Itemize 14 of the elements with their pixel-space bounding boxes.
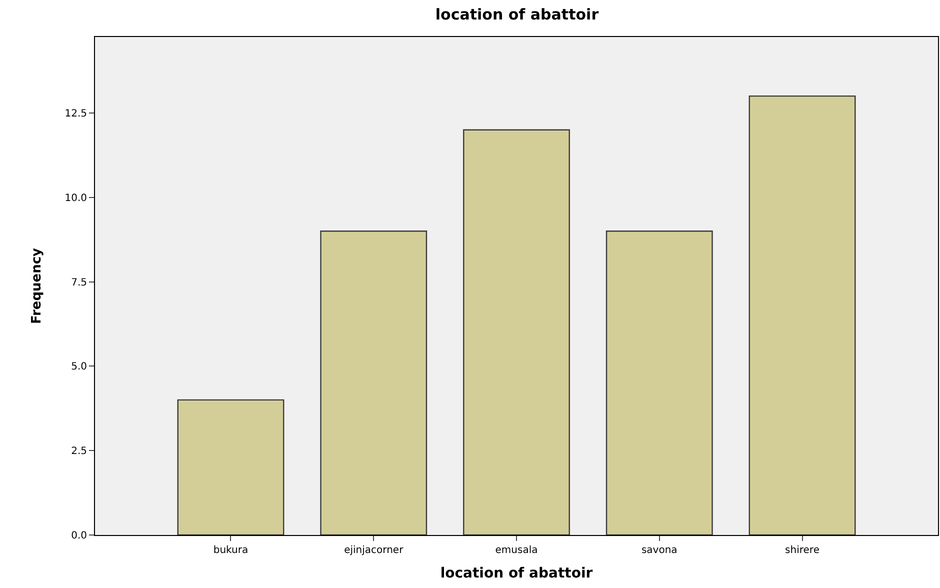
x-tick-label: ejinjacorner	[344, 545, 404, 556]
y-tick-label: 0.0	[71, 530, 87, 542]
x-tick-label: shirere	[785, 545, 820, 556]
chart-title: location of abattoir	[435, 5, 600, 24]
x-tick-label: savona	[641, 545, 678, 556]
y-tick-label: 2.5	[71, 446, 87, 458]
y-tick-label: 10.0	[64, 192, 87, 204]
x-tick-label: emusala	[495, 545, 538, 556]
y-axis-title: Frequency	[30, 247, 45, 324]
y-tick-label: 12.5	[64, 108, 87, 120]
y-tick-label: 5.0	[71, 362, 87, 373]
x-axis-title: location of abattoir	[440, 565, 593, 582]
y-tick-label: 7.5	[71, 277, 87, 288]
x-tick-label: bukura	[213, 545, 248, 556]
